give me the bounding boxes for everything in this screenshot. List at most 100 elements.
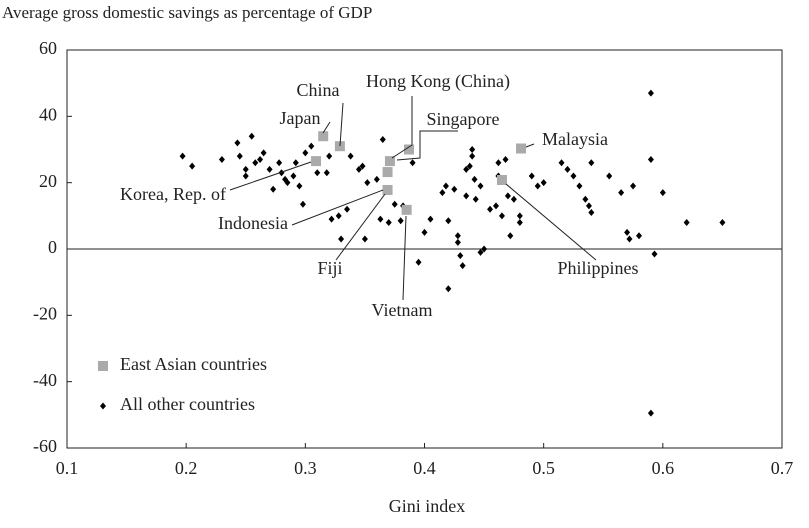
point	[323, 169, 330, 177]
y-tick-label: 60	[39, 38, 57, 58]
leader-line	[402, 215, 407, 301]
annotation: Hong Kong (China)	[366, 71, 510, 92]
point	[481, 245, 488, 253]
leader-line	[505, 183, 597, 261]
point	[257, 155, 264, 163]
legend-marker	[100, 402, 106, 410]
point	[636, 232, 642, 240]
point	[338, 235, 345, 243]
point	[502, 155, 509, 163]
y-tick-label: -40	[33, 370, 57, 390]
y-tick-label: 40	[39, 104, 57, 124]
point	[189, 162, 196, 170]
point	[647, 155, 654, 163]
point	[618, 189, 625, 197]
point	[308, 142, 315, 150]
point	[252, 159, 259, 167]
x-tick-label: 0.7	[771, 458, 794, 478]
point	[451, 185, 458, 193]
x-tick-label: 0.2	[175, 458, 198, 478]
point	[516, 218, 523, 226]
point	[296, 182, 303, 190]
point	[445, 217, 452, 225]
point	[248, 132, 255, 140]
point	[472, 195, 479, 203]
annotation: China	[297, 80, 340, 100]
x-tick-label: 0.6	[652, 458, 675, 478]
annotation: Philippines	[557, 258, 638, 278]
point	[397, 217, 404, 225]
point	[558, 159, 565, 167]
point	[260, 149, 267, 157]
point	[626, 235, 633, 243]
leader-line	[339, 102, 344, 147]
point	[516, 212, 523, 220]
point	[359, 162, 366, 170]
point	[493, 202, 499, 210]
point	[528, 172, 535, 180]
x-axis-title: Gini index	[389, 496, 466, 516]
point	[302, 149, 309, 157]
point	[242, 172, 249, 180]
annotation: Malaysia	[542, 129, 608, 149]
point	[382, 184, 393, 195]
point	[507, 232, 514, 240]
annotation: Japan	[280, 108, 321, 128]
point	[242, 165, 249, 173]
leader-line	[396, 130, 458, 161]
point	[415, 258, 422, 266]
point	[496, 175, 507, 186]
point	[477, 182, 484, 190]
point	[564, 165, 571, 173]
point	[266, 165, 273, 173]
annotation: Korea, Rep. of	[120, 184, 226, 204]
legend-label: All other countries	[120, 394, 255, 414]
point	[334, 141, 345, 152]
point	[347, 152, 354, 160]
point	[498, 212, 505, 220]
point	[276, 159, 283, 167]
point	[401, 204, 412, 215]
point	[510, 195, 517, 203]
annotation: Indonesia	[218, 213, 288, 233]
point	[290, 172, 297, 180]
point	[344, 205, 351, 213]
point	[318, 131, 329, 142]
point	[647, 89, 654, 97]
point	[463, 192, 470, 200]
point	[234, 139, 241, 147]
point	[379, 136, 386, 144]
point	[582, 195, 589, 203]
point	[454, 238, 461, 246]
point	[409, 159, 416, 167]
point	[540, 179, 547, 187]
point	[466, 162, 473, 170]
point	[385, 218, 392, 226]
point	[477, 248, 484, 256]
point	[683, 218, 690, 226]
point	[576, 182, 583, 190]
y-tick-label: 0	[48, 237, 57, 257]
point	[384, 156, 395, 167]
point	[445, 285, 452, 293]
point	[361, 235, 368, 243]
point	[364, 179, 371, 187]
point	[179, 152, 186, 160]
point	[651, 250, 658, 258]
point	[457, 252, 464, 260]
point	[404, 144, 415, 155]
point	[624, 228, 631, 236]
x-tick-label: 0.4	[413, 458, 436, 478]
leader-line	[335, 193, 386, 261]
point	[585, 202, 592, 210]
point	[442, 182, 449, 190]
point	[236, 152, 243, 160]
point	[299, 200, 306, 208]
point	[439, 189, 446, 197]
point	[469, 146, 476, 153]
point	[459, 262, 466, 270]
point	[570, 172, 577, 180]
point	[463, 165, 470, 173]
leader-line	[291, 189, 384, 226]
